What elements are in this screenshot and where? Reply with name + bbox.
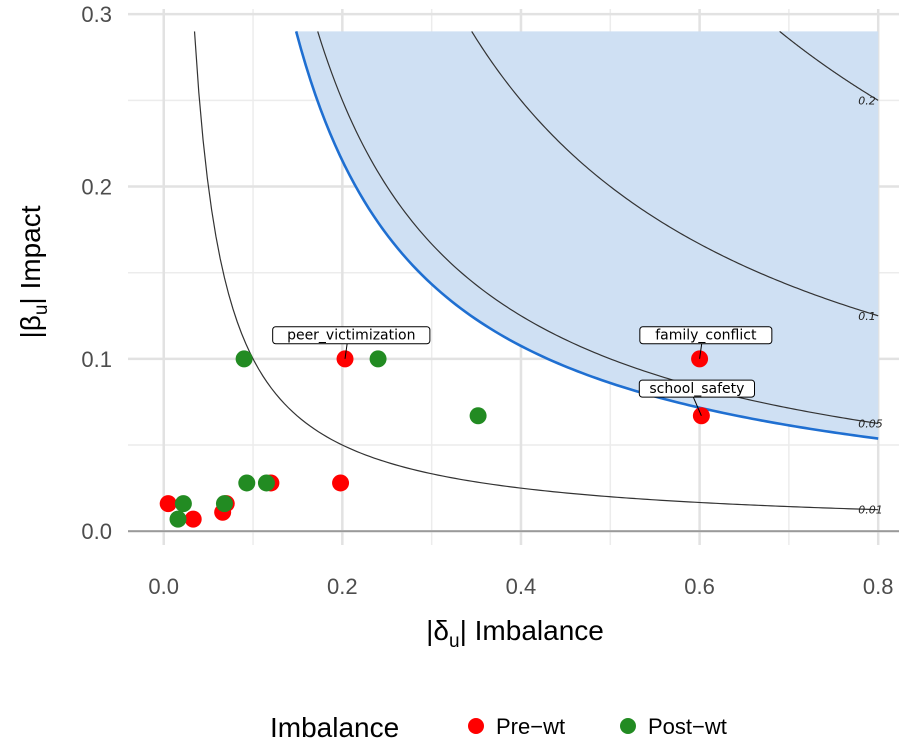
data-point (215, 495, 233, 513)
legend-label-post-wt: Post−wt (648, 714, 727, 739)
y-tick-label: 0.0 (81, 519, 112, 544)
annotation-label: family_conflict (655, 328, 757, 344)
y-axis-ticks: 0.0 0.1 0.2 0.3 (81, 2, 112, 544)
legend-marker-post-wt (620, 718, 636, 734)
x-axis-title-subscript: u (449, 631, 460, 652)
contour-lines: 0.01 0.05 0.1 0.2 (193, 30, 883, 517)
y-tick-label: 0.3 (81, 2, 112, 27)
contour-line (193, 31, 879, 511)
legend-title: Imbalance (270, 712, 399, 743)
shaded-bias-region (294, 31, 879, 440)
x-axis-ticks: 0.0 0.2 0.4 0.6 0.8 (148, 574, 893, 599)
data-point (469, 407, 487, 425)
annotation-label-box (639, 326, 773, 345)
x-tick-label: 0.0 (148, 574, 179, 599)
annotation-leader-line (692, 395, 702, 416)
annotation-leader-line (344, 342, 348, 359)
data-point (184, 510, 202, 528)
x-axis-title-tail: | Imbalance (460, 615, 604, 646)
contour-label: 0.01 (858, 504, 883, 517)
annotation-label: peer_victimization (287, 328, 415, 344)
y-axis-title-subscript: u (31, 305, 52, 316)
data-point (174, 495, 192, 513)
x-tick-label: 0.8 (863, 574, 894, 599)
data-point (169, 510, 187, 528)
shaded-region-fill (296, 31, 879, 439)
x-axis-title-main: |δ (426, 615, 449, 646)
x-tick-label: 0.4 (506, 574, 537, 599)
annotation-label: school_safety (649, 381, 744, 397)
contour-line (317, 31, 879, 425)
x-tick-label: 0.6 (684, 574, 715, 599)
y-axis-title-tail: | Impact (15, 205, 46, 304)
contour-label: 0.2 (858, 94, 876, 107)
data-point (332, 474, 350, 492)
legend-marker-pre-wt (468, 718, 484, 734)
contour-line (779, 30, 879, 101)
bias-threshold-boundary (294, 31, 879, 440)
x-axis-title: |δu| Imbalance (426, 615, 604, 652)
annotation-label-box (638, 379, 756, 398)
x-tick-label: 0.2 (327, 574, 358, 599)
contour-label: 0.05 (858, 417, 883, 430)
y-tick-label: 0.1 (81, 347, 112, 372)
data-point (238, 474, 256, 492)
y-axis-title-main: |β (15, 315, 46, 338)
legend: Imbalance Pre−wt Post−wt (270, 712, 727, 743)
y-tick-label: 0.2 (81, 175, 112, 200)
point-annotations: peer_victimization family_conflict school_… (272, 326, 773, 416)
annotation-leader-line (699, 342, 703, 359)
contour-line (471, 31, 879, 317)
annotation-label-box (272, 326, 431, 345)
y-axis-title: |βu| Impact (15, 205, 52, 338)
data-point (257, 474, 275, 492)
data-point (235, 350, 253, 368)
data-point (369, 350, 387, 368)
data-point (159, 495, 177, 513)
contour-label: 0.1 (858, 310, 876, 323)
legend-label-pre-wt: Pre−wt (496, 714, 565, 739)
